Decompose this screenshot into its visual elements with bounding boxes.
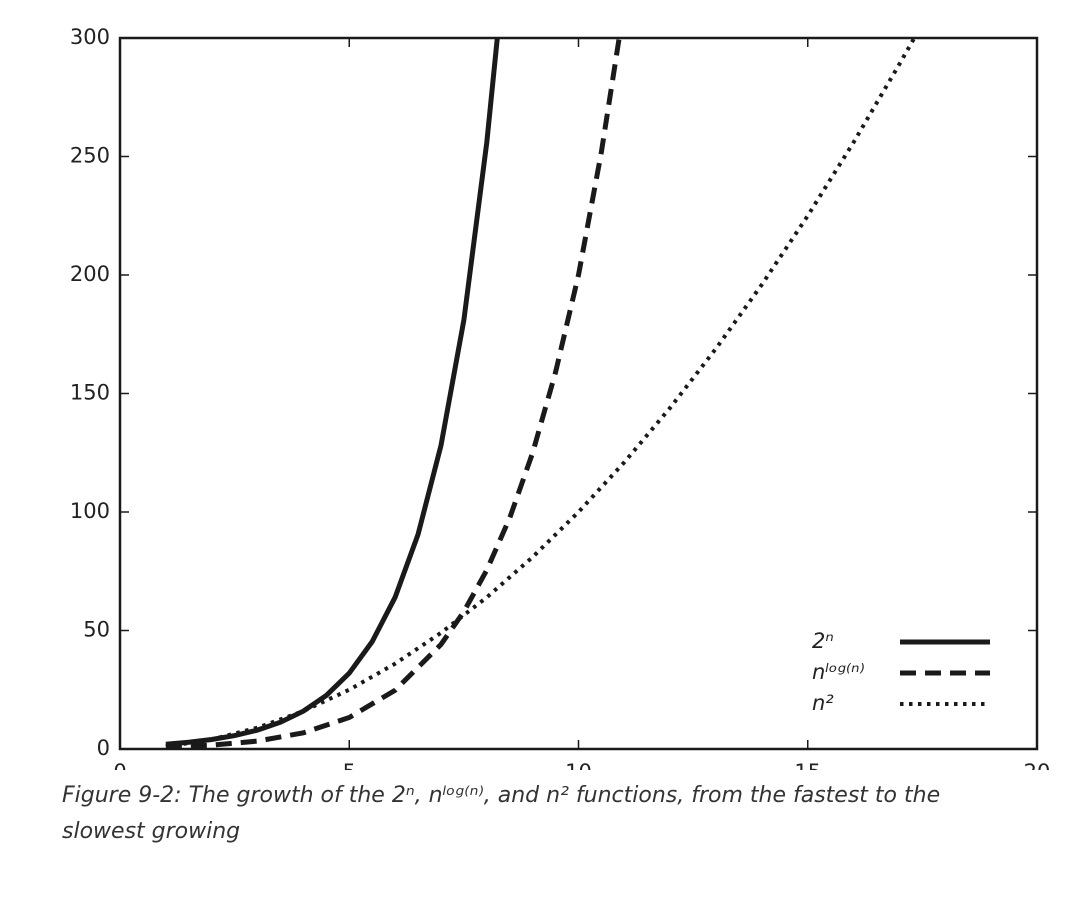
y-tick-label: 50	[83, 618, 110, 642]
series-line	[165, 38, 500, 747]
x-tick-label: 0	[113, 760, 126, 770]
y-tick-label: 200	[70, 262, 110, 286]
x-tick-label: 20	[1024, 760, 1051, 770]
y-tick-label: 0	[97, 736, 110, 760]
x-tick-label: 5	[343, 760, 356, 770]
y-tick-label: 100	[70, 499, 110, 523]
series-line	[165, 38, 917, 749]
legend-label: n²	[812, 691, 834, 715]
x-tick-label: 15	[794, 760, 821, 770]
caption: Figure 9-2: The growth of the 2ⁿ, nˡᵒᵍ⁽ⁿ…	[62, 783, 941, 844]
legend-label: nˡᵒᵍ⁽ⁿ⁾	[812, 660, 865, 684]
x-tick-label: 10	[565, 760, 592, 770]
legend-label: 2ⁿ	[812, 629, 834, 653]
y-tick-label: 300	[70, 25, 110, 49]
series-line	[165, 38, 622, 749]
chart: 051015200501001502002503002ⁿnˡᵒᵍ⁽ⁿ⁾n²	[70, 25, 1051, 770]
plot-frame	[118, 36, 1039, 751]
y-tick-label: 150	[70, 381, 110, 405]
y-tick-label: 250	[70, 144, 110, 168]
